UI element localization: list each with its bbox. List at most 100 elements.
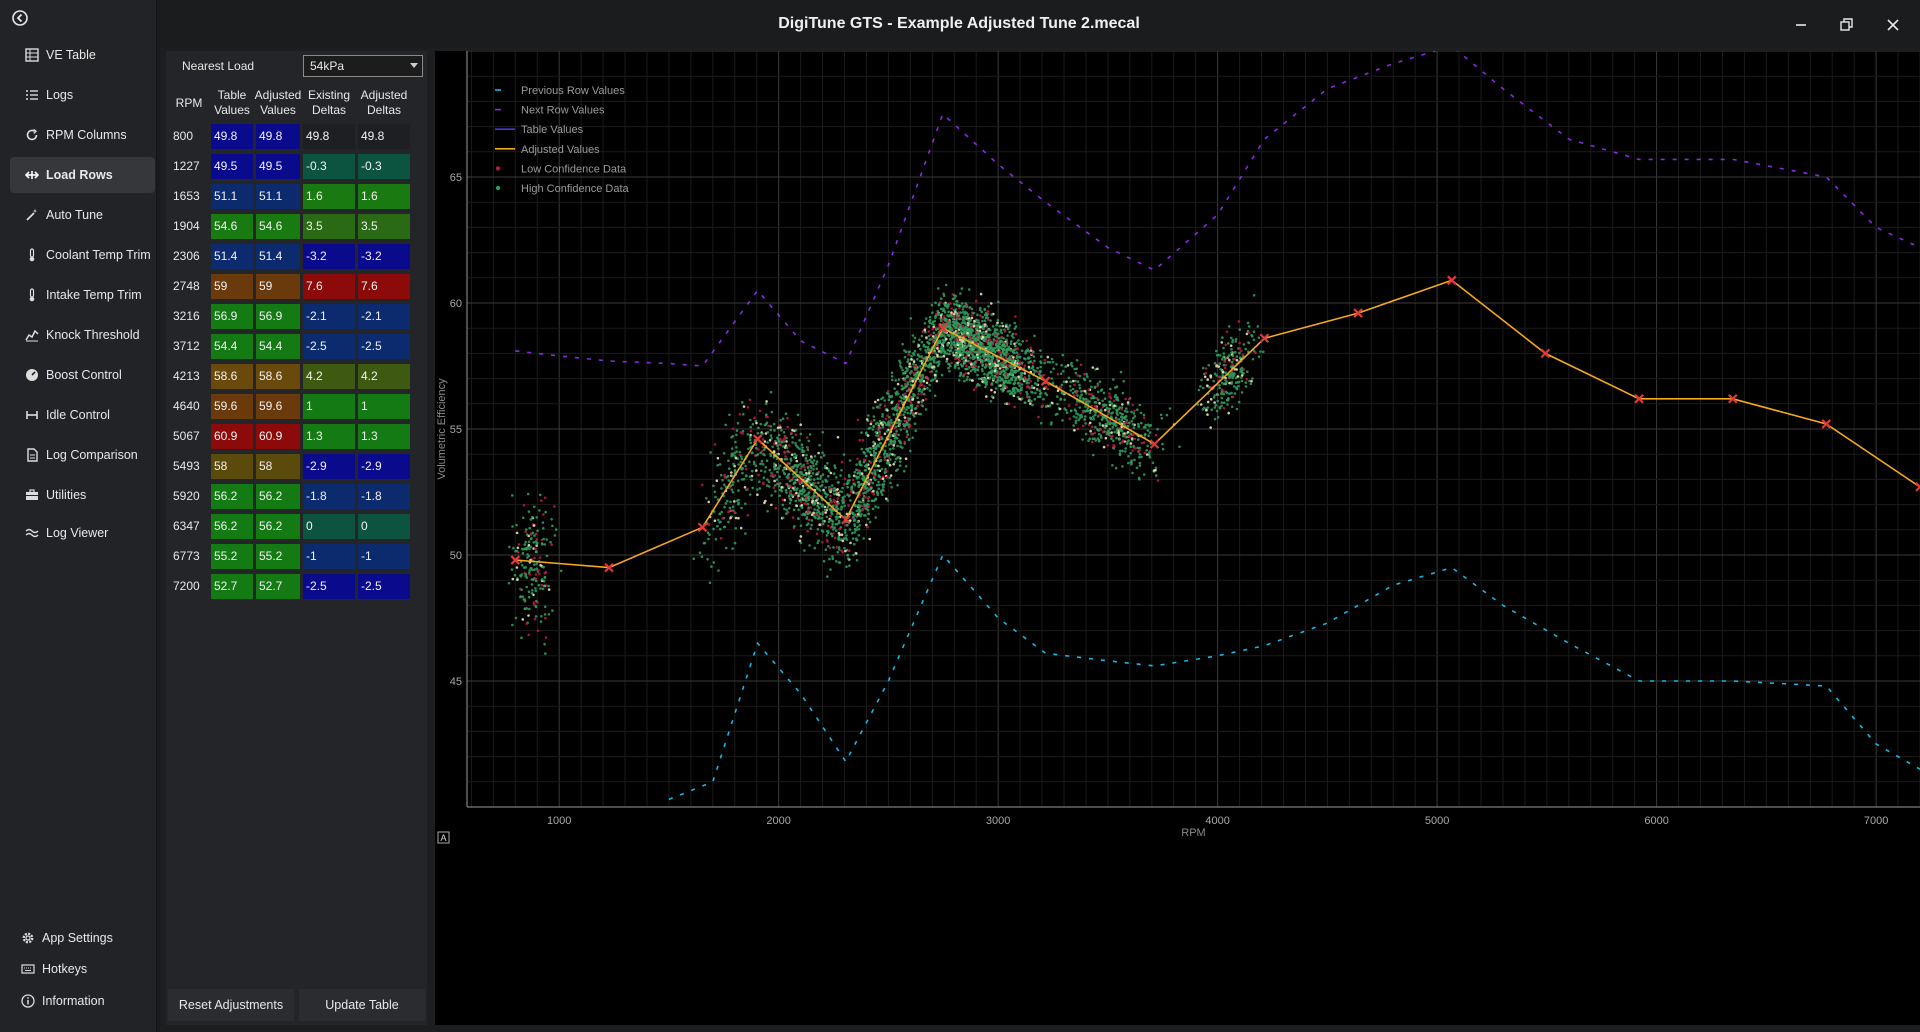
cell-adj_delta[interactable]: -2.5	[358, 334, 410, 359]
low-confidence-point	[550, 543, 553, 546]
cell-adjusted[interactable]: 49.8	[256, 124, 300, 149]
high-confidence-point	[723, 483, 726, 487]
cell-adj_delta[interactable]: -2.9	[358, 454, 410, 479]
cell-adj_delta[interactable]: -2.1	[358, 304, 410, 329]
ve-plot[interactable]: 1000 2000 3000 4000 5000 6000 7000 45 50 55 60 65 RP…	[435, 51, 1920, 1025]
cell-adj_delta[interactable]: -1.8	[358, 484, 410, 509]
cell-adj_delta[interactable]: 3.5	[358, 214, 410, 239]
sidebar-item-auto-tune[interactable]: Auto Tune	[10, 197, 155, 233]
ve-chart[interactable]: 1000 2000 3000 4000 5000 6000 70004550556065RP…	[435, 51, 1920, 1025]
sidebar-item-rpm-columns[interactable]: RPM Columns	[10, 117, 155, 153]
cell-adjusted[interactable]: 51.1	[256, 184, 300, 209]
cell-adjusted[interactable]: 59.6	[256, 394, 300, 419]
cell-adjusted[interactable]: 49.5	[256, 154, 300, 179]
cell-adj_delta[interactable]: 1.3	[358, 424, 410, 449]
adjusted-point-marker[interactable]	[1728, 393, 1738, 404]
sidebar-item-knock-threshold[interactable]: Knock Threshold	[10, 317, 155, 353]
keyboard-icon	[20, 961, 36, 977]
high-confidence-point	[1145, 449, 1148, 452]
adjusted-point-marker[interactable]	[841, 514, 851, 525]
high-confidence-point	[921, 359, 925, 363]
low-confidence-point	[931, 327, 935, 331]
cell-adjusted[interactable]: 56.2	[256, 514, 300, 539]
high-confidence-point	[986, 342, 990, 346]
sidebar-item-ve-table[interactable]: VE Table	[10, 37, 155, 73]
high-confidence-point	[858, 483, 861, 487]
adjusted-point-marker[interactable]	[1149, 439, 1160, 449]
high-confidence-point	[835, 512, 839, 516]
cell-adjusted[interactable]: 56.9	[256, 304, 300, 329]
cell-adjusted[interactable]: 59	[256, 274, 300, 299]
high-confidence-point	[542, 527, 545, 530]
high-confidence-point	[1039, 361, 1043, 365]
cell-rpm: 2748	[173, 279, 200, 293]
cell-adjusted[interactable]: 54.4	[256, 334, 300, 359]
adjusted-point-marker[interactable]	[938, 323, 948, 333]
cell-adj_delta[interactable]: 1.6	[358, 184, 410, 209]
high-confidence-point	[722, 452, 726, 455]
sidebar-item-log-viewer[interactable]: Log Viewer	[10, 515, 155, 551]
adjusted-point-marker[interactable]	[510, 555, 521, 565]
adjusted-point-marker[interactable]	[1540, 348, 1551, 359]
adjusted-point-marker[interactable]	[1353, 308, 1363, 318]
close-icon[interactable]	[1880, 12, 1906, 38]
high-confidence-point	[527, 510, 531, 513]
cell-adjusted[interactable]: 58.6	[256, 364, 300, 389]
cell-adj_delta[interactable]: 49.8	[358, 124, 410, 149]
sidebar-item-load-rows[interactable]: Load Rows	[10, 157, 155, 193]
high-confidence-point	[825, 534, 829, 537]
cell-adj_delta[interactable]: -1	[358, 544, 410, 569]
sidebar-item-coolant-temp-trim[interactable]: Coolant Temp Trim	[10, 237, 155, 273]
adjusted-point-marker[interactable]	[752, 434, 763, 444]
adjusted-point-marker[interactable]	[1915, 482, 1920, 492]
sidebar-item-logs[interactable]: Logs	[10, 77, 155, 113]
high-confidence-point	[540, 542, 544, 545]
cell-adj_delta[interactable]: 1	[358, 394, 410, 419]
autoscale-button[interactable]	[437, 831, 450, 844]
sidebar-item-utilities[interactable]: Utilities	[10, 477, 155, 513]
low-confidence-point	[870, 420, 873, 423]
sidebar-item-information[interactable]: Information	[10, 987, 155, 1015]
adjusted-point-marker[interactable]	[604, 562, 614, 573]
cell-adjusted[interactable]: 52.7	[256, 574, 300, 599]
sidebar-item-intake-temp-trim[interactable]: Intake Temp Trim	[10, 277, 155, 313]
minimize-icon[interactable]	[1788, 12, 1814, 38]
adjusted-point-marker[interactable]	[1821, 419, 1832, 429]
cell-adjusted[interactable]: 51.4	[256, 244, 300, 269]
sidebar-item-app-settings[interactable]: App Settings	[10, 924, 155, 952]
low-confidence-point	[814, 481, 817, 485]
cell-adjusted[interactable]: 58	[256, 454, 300, 479]
high-confidence-point	[1074, 421, 1078, 425]
cell-adj_delta[interactable]: -2.5	[358, 574, 410, 599]
update-table-button[interactable]: Update Table	[299, 989, 425, 1021]
cell-adjusted[interactable]: 54.6	[256, 214, 300, 239]
high-confidence-point	[886, 499, 889, 502]
cell-adjusted[interactable]: 56.2	[256, 484, 300, 509]
low-confidence-point	[966, 331, 969, 335]
sidebar-item-hotkeys[interactable]: Hotkeys	[10, 955, 155, 983]
back-icon[interactable]	[10, 8, 30, 28]
high-confidence-point	[855, 492, 858, 495]
cell-adjusted[interactable]: 60.9	[256, 424, 300, 449]
cell-adj_delta[interactable]: 4.2	[358, 364, 410, 389]
list-icon	[24, 87, 40, 103]
cell-adj_delta[interactable]: 7.6	[358, 274, 410, 299]
adjusted-point-marker[interactable]	[1040, 376, 1051, 386]
nearest-load-select[interactable]: 54kPa	[303, 55, 423, 77]
restore-icon[interactable]	[1834, 12, 1860, 38]
cell-adjusted[interactable]: 55.2	[256, 544, 300, 569]
adjusted-point-marker[interactable]	[1447, 275, 1457, 286]
adjusted-point-marker[interactable]	[1259, 333, 1270, 344]
cell-adj_delta[interactable]: -3.2	[358, 244, 410, 269]
low-confidence-point	[1129, 442, 1132, 445]
cell-adj_delta[interactable]: 0	[358, 514, 410, 539]
sidebar-item-idle-control[interactable]: Idle Control	[10, 397, 155, 433]
cell-adj_delta[interactable]: -0.3	[358, 154, 410, 179]
low-confidence-point	[746, 514, 750, 517]
reset-adjustments-button[interactable]: Reset Adjustments	[168, 989, 294, 1021]
sidebar-item-log-comparison[interactable]: Log Comparison	[10, 437, 155, 473]
sidebar-item-boost-control[interactable]: Boost Control	[10, 357, 155, 393]
adjusted-point-marker[interactable]	[697, 522, 708, 533]
low-confidence-point	[816, 514, 820, 517]
adjusted-point-marker[interactable]	[1634, 393, 1644, 404]
